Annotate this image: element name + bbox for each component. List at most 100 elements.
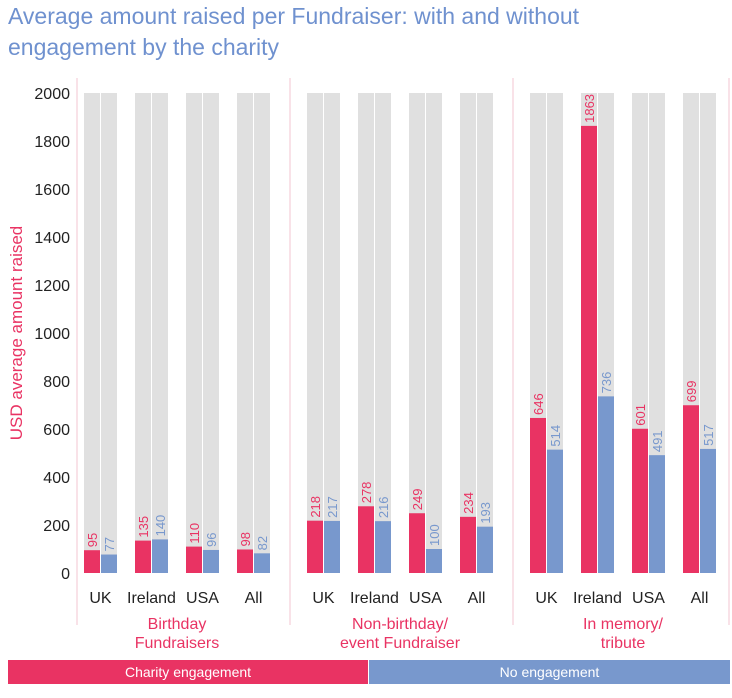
legend-label: Charity engagement [125, 664, 251, 680]
x-tick-label: Ireland [127, 590, 176, 607]
x-tick-label: Ireland [350, 590, 399, 607]
data-label-no-engagement: 77 [102, 537, 117, 551]
bar-no-engagement [477, 526, 493, 573]
data-label-charity: 218 [308, 496, 323, 518]
background-bar [324, 93, 340, 573]
axes: 0 200 400 600 800 1000 1200 1400 1600 1800 2000 USD… [7, 86, 708, 652]
y-tick-label: 400 [43, 470, 70, 487]
data-label-no-engagement: 216 [376, 496, 391, 518]
data-label-charity: 249 [410, 489, 425, 511]
x-tick-label: USA [632, 590, 665, 607]
data-label-charity: 95 [85, 533, 100, 547]
bar-charity [186, 546, 202, 573]
y-tick-label: 800 [43, 374, 70, 391]
background-bar [135, 93, 151, 573]
background-bar [101, 93, 117, 573]
chart-title: Average amount raised per Fundraiser: wi… [8, 3, 580, 60]
background-bar [477, 93, 493, 573]
bar-no-engagement [152, 539, 168, 573]
data-label-no-engagement: 517 [701, 424, 716, 446]
bar-no-engagement [426, 549, 442, 573]
bar-no-engagement [598, 396, 614, 573]
bar-no-engagement [700, 448, 716, 573]
data-label-charity: 234 [461, 492, 476, 514]
data-label-no-engagement: 82 [255, 536, 270, 550]
background-bar [649, 93, 665, 573]
data-label-no-engagement: 96 [204, 532, 219, 546]
legend: Charity engagement No engagement [8, 660, 730, 684]
data-label-no-engagement: 100 [427, 524, 442, 546]
bar-charity [135, 540, 151, 573]
data-label-charity: 601 [633, 404, 648, 426]
x-tick-label: UK [535, 590, 558, 607]
background-bar [409, 93, 425, 573]
bar-no-engagement [324, 520, 340, 573]
group-label: In memory/ [583, 616, 664, 633]
background-bar [426, 93, 442, 573]
legend-label: No engagement [500, 664, 600, 680]
background-bar [307, 93, 323, 573]
y-tick-label: 1800 [34, 134, 70, 151]
bar-no-engagement [101, 554, 117, 573]
bar-charity [460, 516, 476, 573]
group-label: tribute [601, 635, 646, 652]
bar-charity [307, 520, 323, 573]
data-label-no-engagement: 491 [650, 430, 665, 452]
y-tick-label: 600 [43, 422, 70, 439]
x-tick-label: Ireland [573, 590, 622, 607]
background-bar [186, 93, 202, 573]
bar-charity [358, 506, 374, 573]
group-label: Birthday [148, 616, 207, 633]
x-tick-label: All [691, 590, 709, 607]
bar-no-engagement [203, 549, 219, 573]
group-dividers [76, 78, 730, 625]
background-bar [237, 93, 253, 573]
data-label-no-engagement: 736 [599, 372, 614, 394]
background-bar [254, 93, 270, 573]
y-tick-label: 1000 [34, 326, 70, 343]
data-label-charity: 278 [359, 482, 374, 504]
bar-charity [581, 125, 597, 573]
background-bar [152, 93, 168, 573]
data-label-charity: 646 [531, 393, 546, 415]
y-tick-label: 2000 [34, 86, 70, 103]
x-tick-label: USA [186, 590, 219, 607]
bar-no-engagement [649, 455, 665, 573]
bar-no-engagement [254, 553, 270, 573]
data-label-no-engagement: 217 [325, 496, 340, 518]
y-tick-label: 1400 [34, 230, 70, 247]
x-tick-label: USA [409, 590, 442, 607]
data-label-no-engagement: 140 [153, 515, 168, 537]
legend-swatch [369, 660, 730, 684]
bar-charity [530, 417, 546, 573]
x-tick-label: All [468, 590, 486, 607]
y-tick-label: 0 [61, 566, 70, 583]
data-label-charity: 98 [238, 532, 253, 546]
bar-no-engagement [547, 449, 563, 573]
group-label: event Fundraiser [340, 635, 461, 652]
y-tick-label: 1200 [34, 278, 70, 295]
chart-title-line: Average amount raised per Fundraiser: wi… [8, 3, 580, 29]
background-bar [84, 93, 100, 573]
data-label-charity: 135 [136, 516, 151, 538]
x-tick-label: All [245, 590, 263, 607]
data-label-charity: 1863 [582, 94, 597, 123]
bar-charity [683, 405, 699, 573]
bar-charity [409, 513, 425, 573]
data-label-charity: 699 [684, 381, 699, 403]
background-bar [358, 93, 374, 573]
bar-charity [632, 428, 648, 573]
background-bar [460, 93, 476, 573]
chart-title-line: engagement by the charity [8, 34, 280, 60]
x-tick-label: UK [89, 590, 112, 607]
bar-charity [84, 550, 100, 573]
x-tick-label: UK [312, 590, 335, 607]
data-label-charity: 110 [187, 523, 202, 544]
bar-charity [237, 549, 253, 573]
group-label: Fundraisers [135, 635, 219, 652]
y-tick-label: 200 [43, 518, 70, 535]
legend-swatch [8, 660, 368, 684]
